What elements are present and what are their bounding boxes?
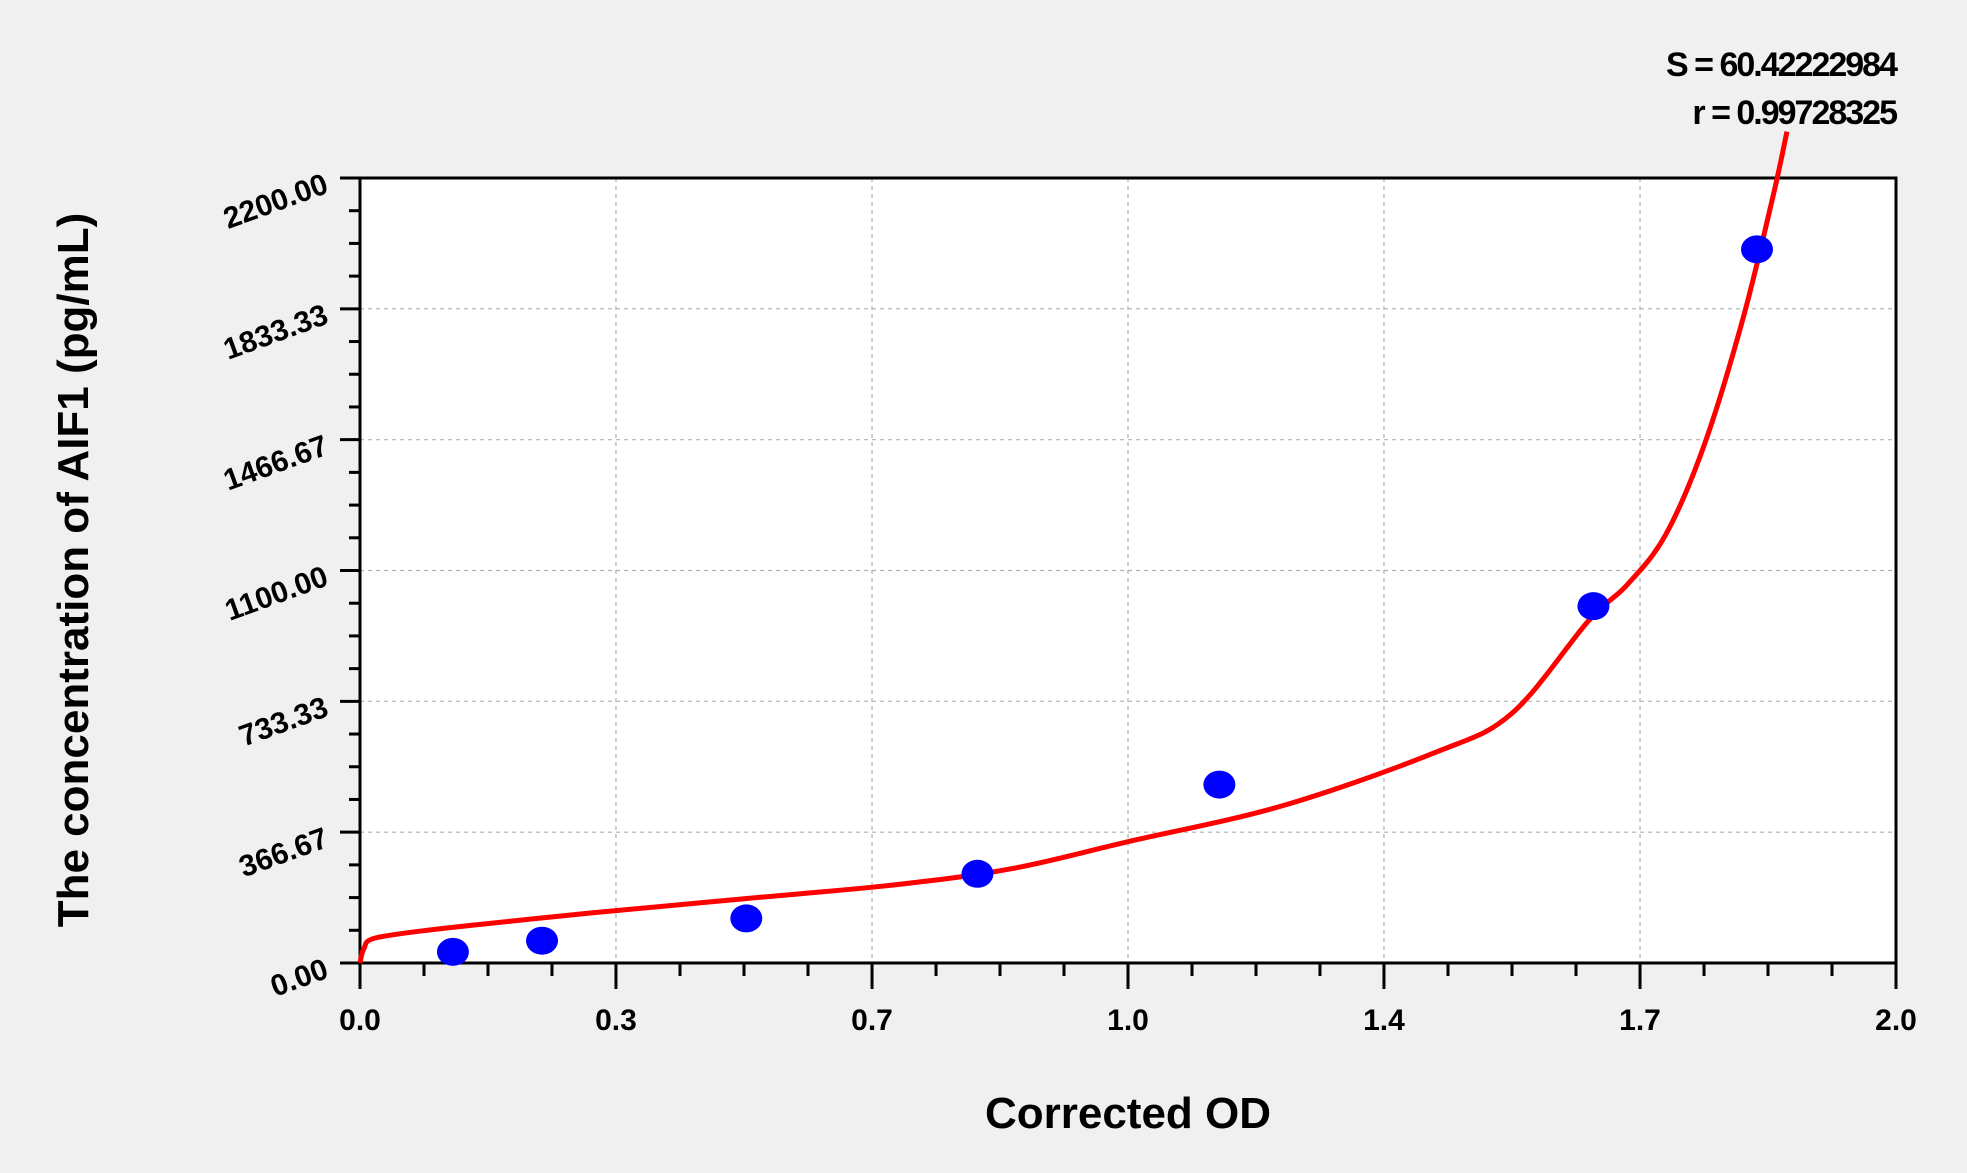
data-point [436, 937, 469, 966]
y-tick-label: 1466.67 [219, 429, 332, 497]
data-point [961, 859, 994, 888]
x-axis-title: Corrected OD [985, 1089, 1271, 1138]
data-point [730, 904, 763, 933]
y-tick-label: 2200.00 [219, 168, 332, 236]
data-point [1577, 592, 1610, 621]
data-points [436, 235, 1773, 966]
y-axis-title: The concentration of AIF1 (pg/mL) [49, 213, 98, 928]
y-tick-label: 733.33 [235, 691, 333, 753]
x-tick-label: 2.0 [1875, 1004, 1917, 1037]
y-tick-label: 1833.33 [219, 298, 332, 366]
y-tick-label: 0.00 [266, 953, 332, 1004]
plot-frame [358, 176, 1898, 965]
y-tick-label: 366.67 [235, 822, 333, 884]
x-tick-label: 1.0 [1107, 1004, 1149, 1037]
axis-ticks [340, 176, 1898, 989]
y-tick-label: 1100.00 [221, 560, 333, 628]
fit-curve [357, 131, 1790, 964]
x-tick-label: 1.7 [1619, 1004, 1661, 1037]
y-tick-labels: 0.00 366.67 733.33 1100.00 1466.67 1833.33 220… [219, 168, 332, 1004]
data-point [1740, 235, 1773, 264]
data-point [526, 926, 559, 955]
x-tick-label: 0.3 [595, 1004, 637, 1037]
x-tick-label: 0.0 [339, 1004, 381, 1037]
x-tick-label: 1.4 [1363, 1004, 1405, 1037]
data-point [1203, 770, 1236, 799]
s-statistic: S = 60.42222984 [1666, 46, 1898, 84]
x-tick-labels: 0.0 0.3 0.7 1.0 1.4 1.7 2.0 [339, 1004, 1917, 1037]
x-tick-label: 0.7 [851, 1004, 893, 1037]
r-statistic: r = 0.99728325 [1692, 94, 1897, 132]
